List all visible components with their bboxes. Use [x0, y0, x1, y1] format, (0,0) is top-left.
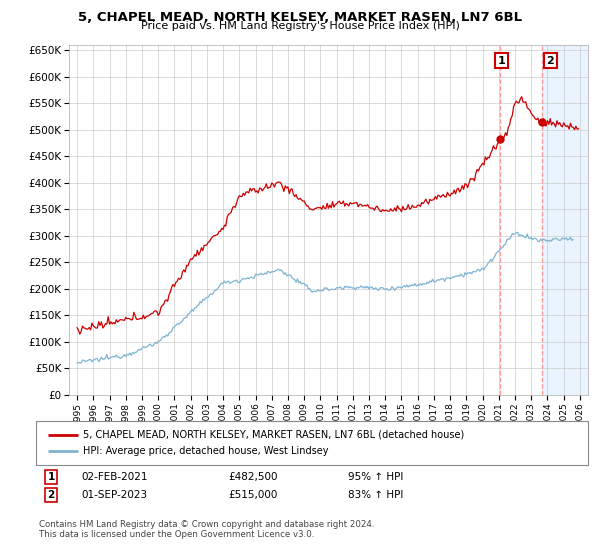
- Text: 5, CHAPEL MEAD, NORTH KELSEY, MARKET RASEN, LN7 6BL (detached house): 5, CHAPEL MEAD, NORTH KELSEY, MARKET RAS…: [83, 430, 464, 440]
- Text: 1: 1: [498, 55, 506, 66]
- Text: 2: 2: [547, 55, 554, 66]
- Text: 83% ↑ HPI: 83% ↑ HPI: [348, 490, 403, 500]
- Text: £515,000: £515,000: [228, 490, 277, 500]
- Text: Price paid vs. HM Land Registry's House Price Index (HPI): Price paid vs. HM Land Registry's House …: [140, 21, 460, 31]
- Text: 1: 1: [47, 472, 55, 482]
- Text: 01-SEP-2023: 01-SEP-2023: [81, 490, 147, 500]
- Text: 02-FEB-2021: 02-FEB-2021: [81, 472, 148, 482]
- Text: 5, CHAPEL MEAD, NORTH KELSEY, MARKET RASEN, LN7 6BL: 5, CHAPEL MEAD, NORTH KELSEY, MARKET RAS…: [78, 11, 522, 24]
- Text: 95% ↑ HPI: 95% ↑ HPI: [348, 472, 403, 482]
- Text: £482,500: £482,500: [228, 472, 277, 482]
- Bar: [542, 45, 588, 395]
- Text: 2: 2: [47, 490, 55, 500]
- Text: Contains HM Land Registry data © Crown copyright and database right 2024.
This d: Contains HM Land Registry data © Crown c…: [39, 520, 374, 539]
- Text: HPI: Average price, detached house, West Lindsey: HPI: Average price, detached house, West…: [83, 446, 328, 456]
